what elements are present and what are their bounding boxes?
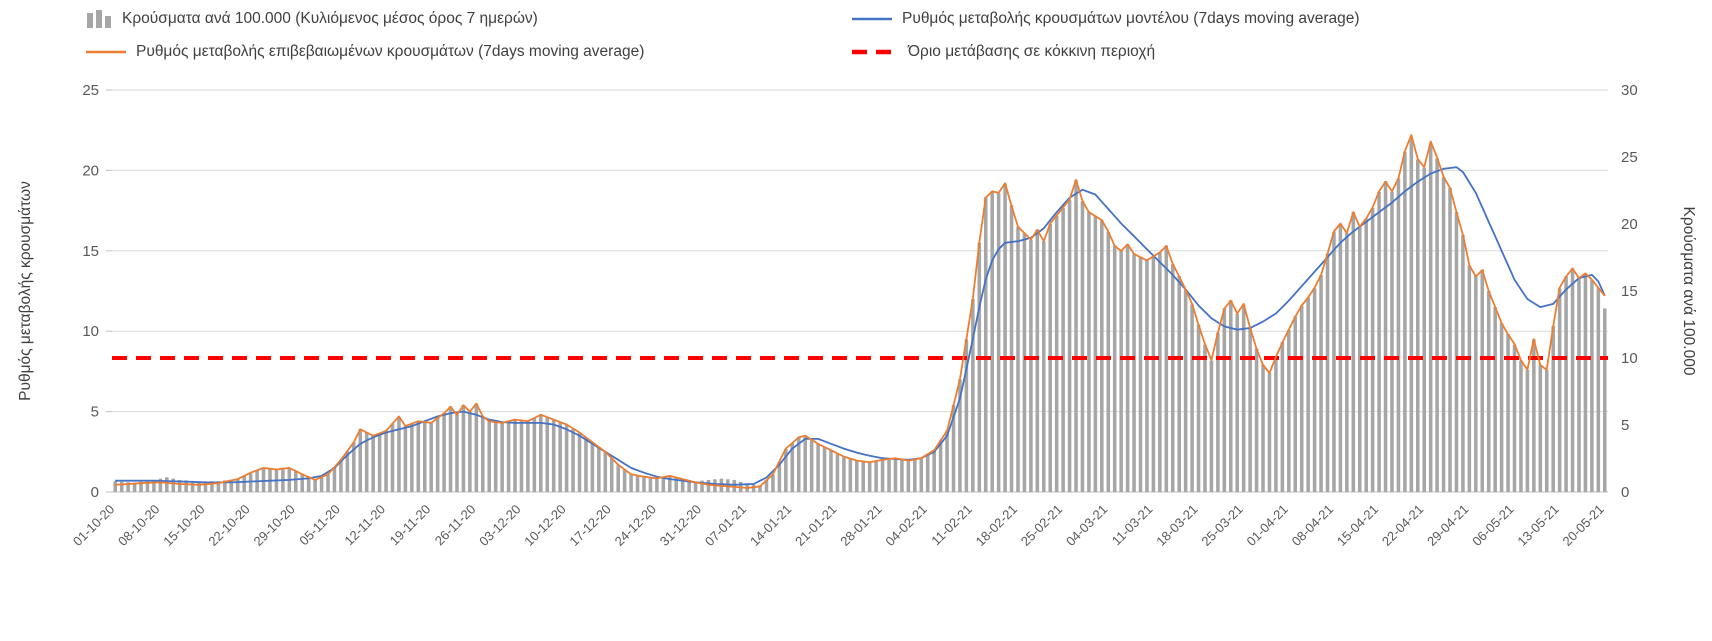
svg-text:20: 20	[1621, 216, 1638, 233]
legend-item-model-line: Ρυθμός μεταβολής κρουσμάτων μοντέλου (7d…	[852, 10, 1360, 28]
svg-text:01-10-20: 01-10-20	[70, 502, 117, 549]
svg-text:15: 15	[82, 243, 99, 260]
svg-text:21-01-21: 21-01-21	[792, 502, 839, 549]
svg-text:30: 30	[1621, 82, 1638, 99]
svg-text:08-10-20: 08-10-20	[115, 502, 162, 549]
legend-item-cases-bars: Κρούσματα ανά 100.000 (Κυλιόμενος μέσος …	[86, 10, 538, 28]
svg-text:12-11-20: 12-11-20	[341, 502, 388, 549]
svg-text:25: 25	[82, 82, 99, 99]
legend-label-model-line: Ρυθμός μεταβολής κρουσμάτων μοντέλου (7d…	[902, 10, 1360, 27]
svg-text:29-04-21: 29-04-21	[1424, 502, 1471, 549]
svg-text:5: 5	[91, 404, 99, 421]
legend-label-confirmed-line: Ρυθμός μεταβολής επιβεβαιωμένων κρουσμάτ…	[136, 43, 645, 60]
svg-text:15-04-21: 15-04-21	[1334, 502, 1381, 549]
svg-text:11-03-21: 11-03-21	[1109, 502, 1156, 549]
red-dashed-legend-icon	[852, 49, 898, 55]
svg-text:31-12-20: 31-12-20	[657, 502, 704, 549]
svg-text:18-03-21: 18-03-21	[1153, 502, 1200, 549]
svg-text:25-02-21: 25-02-21	[1018, 502, 1065, 549]
legend-label-threshold: Όριο μετάβασης σε κόκκινη περιοχή	[908, 43, 1156, 60]
svg-text:15-10-20: 15-10-20	[160, 502, 207, 549]
svg-text:25-03-21: 25-03-21	[1198, 502, 1245, 549]
orange-line-legend-icon	[86, 50, 126, 54]
bars-legend-icon	[87, 10, 111, 28]
svg-text:10-12-20: 10-12-20	[521, 502, 568, 549]
legend-label-cases-bars: Κρούσματα ανά 100.000 (Κυλιόμενος μέσος …	[122, 10, 538, 27]
svg-text:04-03-21: 04-03-21	[1063, 502, 1110, 549]
svg-text:18-02-21: 18-02-21	[973, 502, 1020, 549]
svg-text:04-02-21: 04-02-21	[882, 502, 929, 549]
svg-text:22-10-20: 22-10-20	[205, 502, 252, 549]
svg-text:17-12-20: 17-12-20	[566, 502, 613, 549]
svg-text:05-11-20: 05-11-20	[296, 502, 343, 549]
svg-text:0: 0	[1621, 484, 1629, 501]
svg-text:08-04-21: 08-04-21	[1289, 502, 1336, 549]
svg-text:13-05-21: 13-05-21	[1514, 502, 1561, 549]
svg-text:22-04-21: 22-04-21	[1379, 502, 1426, 549]
svg-text:19-11-20: 19-11-20	[387, 502, 434, 549]
svg-text:20-05-21: 20-05-21	[1559, 502, 1606, 549]
svg-text:10: 10	[1621, 350, 1638, 367]
svg-text:28-01-21: 28-01-21	[837, 502, 884, 549]
svg-text:15: 15	[1621, 283, 1638, 300]
blue-line-legend-icon	[852, 17, 892, 21]
svg-text:14-01-21: 14-01-21	[747, 502, 794, 549]
legend-item-threshold: Όριο μετάβασης σε κόκκινη περιοχή	[852, 43, 1155, 61]
svg-text:03-12-20: 03-12-20	[476, 502, 523, 549]
svg-text:5: 5	[1621, 417, 1629, 434]
svg-text:01-04-21: 01-04-21	[1244, 502, 1291, 549]
svg-text:26-11-20: 26-11-20	[432, 502, 479, 549]
svg-text:24-12-20: 24-12-20	[612, 502, 659, 549]
svg-text:11-02-21: 11-02-21	[928, 502, 975, 549]
svg-text:20: 20	[82, 162, 99, 179]
svg-text:25: 25	[1621, 149, 1638, 166]
svg-text:07-01-21: 07-01-21	[702, 502, 749, 549]
svg-text:06-05-21: 06-05-21	[1469, 502, 1516, 549]
svg-text:0: 0	[91, 484, 99, 501]
legend-item-confirmed-line: Ρυθμός μεταβολής επιβεβαιωμένων κρουσμάτ…	[86, 43, 644, 61]
svg-text:10: 10	[82, 323, 99, 340]
svg-text:29-10-20: 29-10-20	[250, 502, 297, 549]
